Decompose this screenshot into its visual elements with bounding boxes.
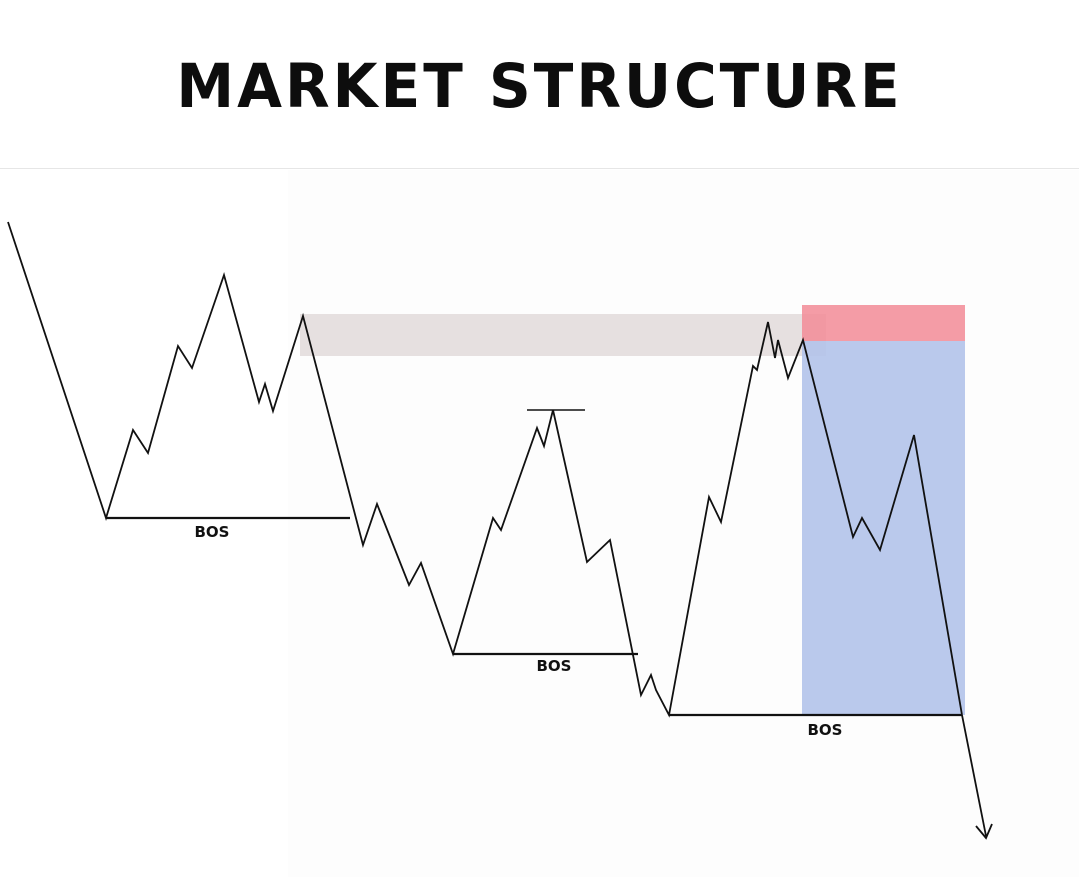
bos-label-1: BOS [195, 523, 230, 541]
header-divider [0, 168, 1079, 169]
bos-label-2: BOS [537, 657, 572, 675]
take-profit-zone [802, 341, 965, 715]
arrow-head [975, 823, 993, 840]
header: MARKET STRUCTURE [0, 0, 1079, 168]
supply-zone [300, 314, 826, 356]
stop-loss-zone [802, 305, 965, 341]
price-path [7, 221, 987, 837]
page-title: MARKET STRUCTURE [176, 50, 903, 122]
bos-label-3: BOS [808, 721, 843, 739]
